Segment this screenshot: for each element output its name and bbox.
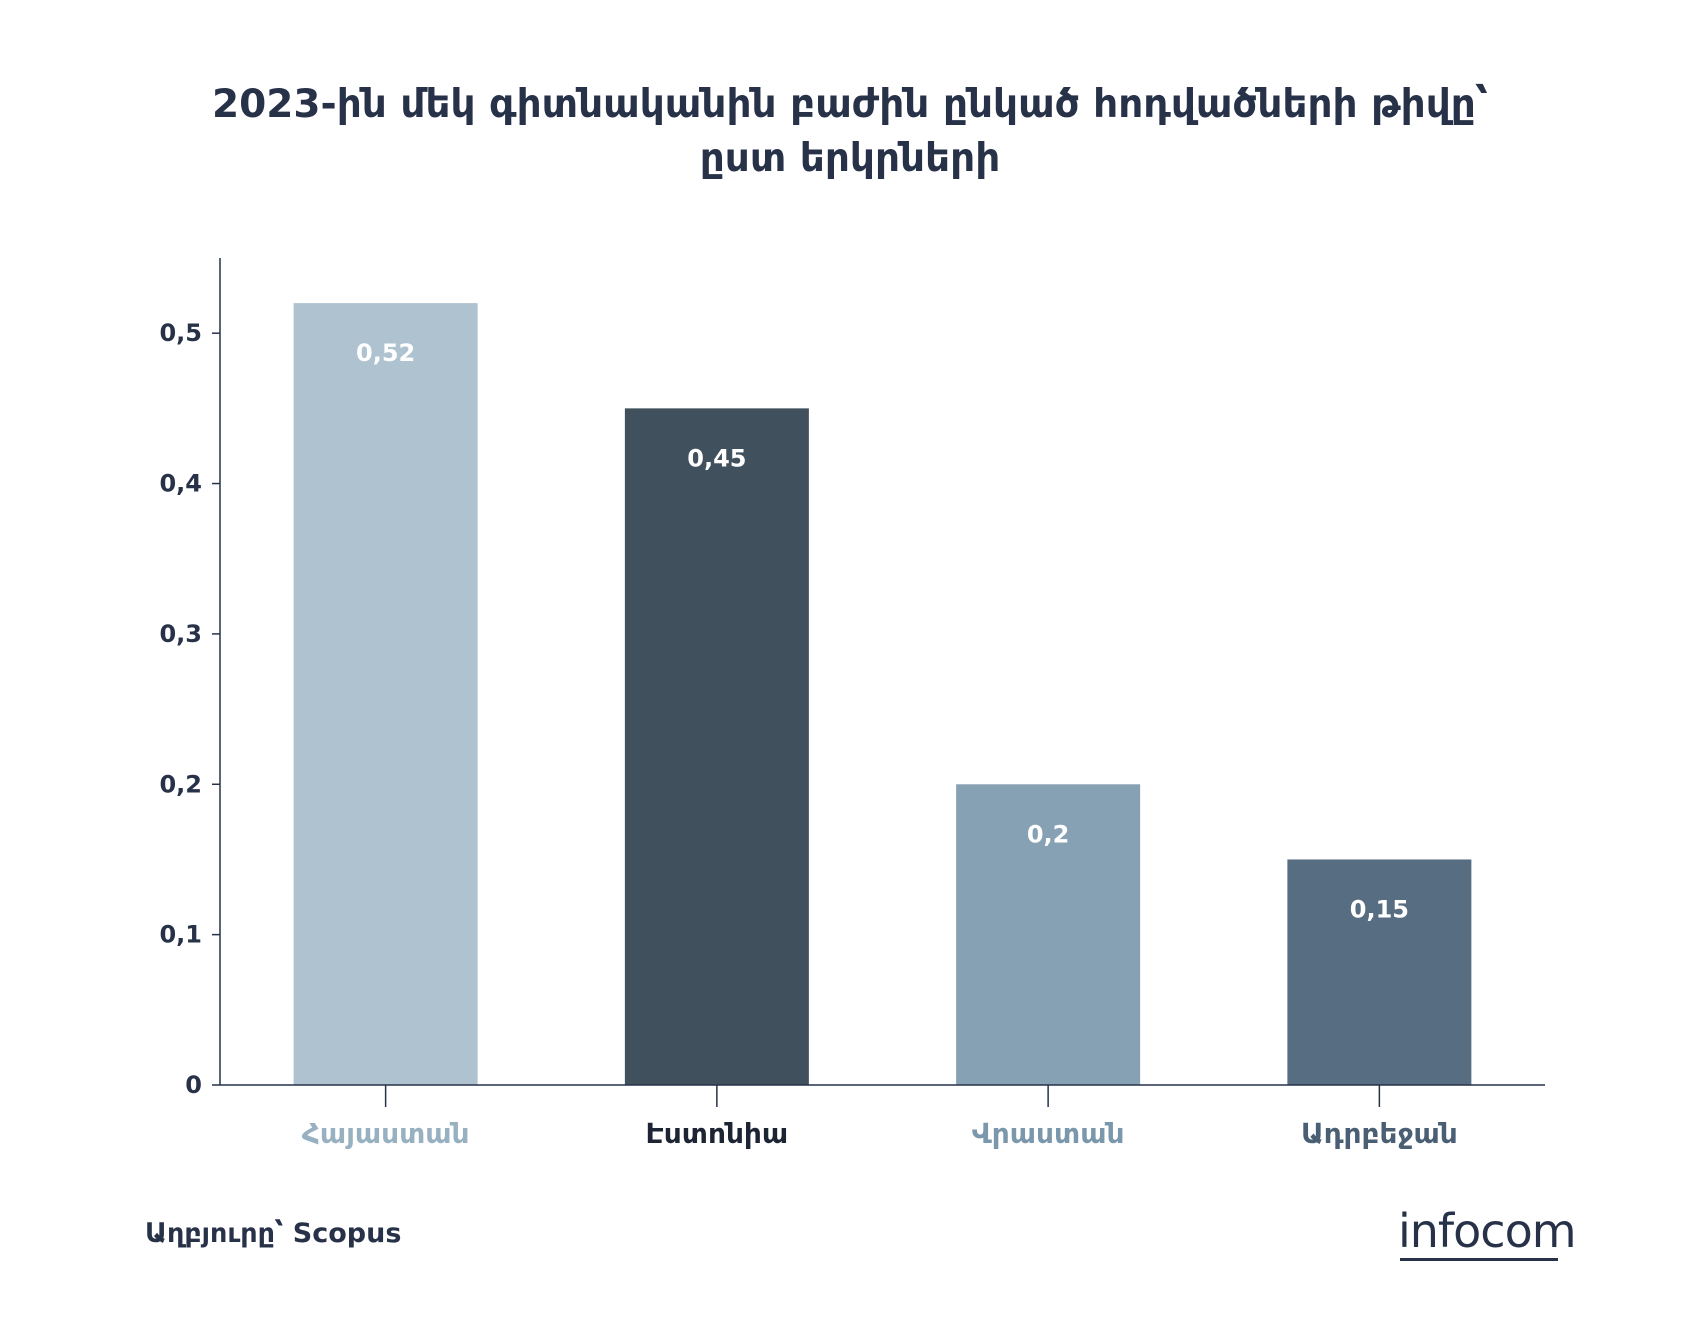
chart-title-line-1: 2023-ին մեկ գիտնականին բաժին ընկած հոդվա… bbox=[211, 82, 1489, 127]
x-axis: Հայաստան Էստոնիա Վրաստան Ադրբեջան bbox=[220, 1084, 1545, 1150]
x-tick-label-3: Վրաստան bbox=[972, 1117, 1125, 1150]
y-tick-label-1: 0,1 bbox=[159, 921, 202, 949]
bar-value-label-3: 0,2 bbox=[1027, 820, 1070, 848]
infocom-logo: infocom bbox=[1398, 1204, 1577, 1258]
bars-group bbox=[293, 303, 1472, 1085]
logo-underline bbox=[1400, 1258, 1558, 1261]
y-axis: 0 0,1 0,2 0,3 0,4 0,5 bbox=[159, 258, 221, 1099]
bar-value-label-4: 0,15 bbox=[1350, 895, 1409, 923]
y-tick-label-4: 0,4 bbox=[159, 470, 202, 498]
y-tick-label-0: 0 bbox=[185, 1071, 202, 1099]
chart-title: 2023-ին մեկ գիտնականին բաժին ընկած հոդվա… bbox=[0, 78, 1700, 186]
x-tick-label-4: Ադրբեջան bbox=[1301, 1117, 1458, 1150]
bar-3 bbox=[956, 784, 1141, 1085]
x-tick-label-2: Էստոնիա bbox=[646, 1117, 789, 1150]
bar-4 bbox=[1287, 859, 1472, 1085]
value-labels-group: 0,52 0,45 0,2 0,15 bbox=[356, 339, 1409, 923]
source-note: Աղբյուրը՝ Scopus bbox=[145, 1218, 402, 1249]
x-tick-label-1: Հայաստան bbox=[302, 1117, 470, 1150]
bar-chart: 0,52 0,45 0,2 0,15 0 0,1 0,2 0,3 0,4 0,5 Հայաստա… bbox=[159, 258, 1545, 1150]
bar-1 bbox=[293, 303, 478, 1085]
y-tick-label-2: 0,2 bbox=[159, 770, 202, 798]
bar-2 bbox=[624, 408, 809, 1085]
y-tick-label-3: 0,3 bbox=[159, 620, 202, 648]
bar-value-label-1: 0,52 bbox=[356, 339, 415, 367]
bar-value-label-2: 0,45 bbox=[687, 444, 746, 472]
y-tick-label-5: 0,5 bbox=[159, 319, 202, 347]
chart-title-line-2: ըստ երկրների bbox=[699, 136, 1001, 181]
